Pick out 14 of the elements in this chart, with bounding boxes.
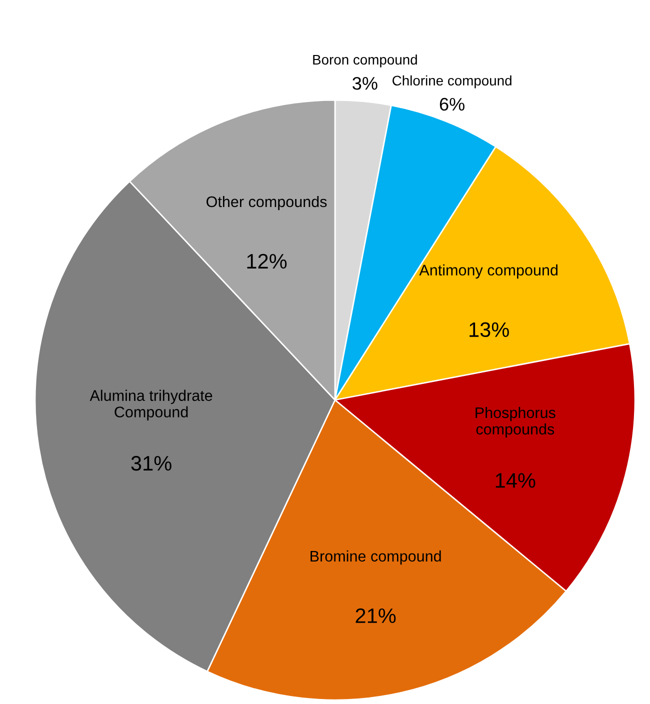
slice-label: Phosphorus compounds [476, 406, 556, 438]
slice-label: Chlorine compound [392, 75, 512, 88]
slice-label: Alumina trihydrate Compound [90, 390, 212, 420]
data-label: 12% [247, 254, 287, 269]
data-label: 13% [470, 322, 509, 338]
slice-label: Boron compound [313, 54, 417, 68]
slice-label: Bromine compound [310, 550, 441, 565]
slice-label: Antimony compound [419, 264, 558, 279]
data-label: 3% [352, 76, 378, 90]
data-label: 31% [131, 456, 172, 471]
data-label: 14% [496, 473, 536, 488]
data-label: 21% [356, 608, 396, 624]
slice-label: Other compounds [206, 196, 327, 210]
data-label: 6% [440, 98, 464, 111]
